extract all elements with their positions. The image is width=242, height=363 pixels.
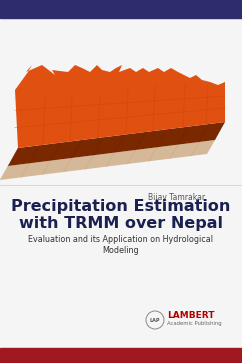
Polygon shape	[15, 65, 225, 148]
Polygon shape	[8, 122, 225, 166]
Text: Academic Publishing: Academic Publishing	[167, 322, 222, 326]
Text: LAMBERT: LAMBERT	[167, 311, 214, 321]
Bar	[0, 348, 242, 363]
Text: Bijay Tamrakar: Bijay Tamrakar	[148, 193, 205, 202]
Bar	[0, 0, 242, 18]
Polygon shape	[0, 140, 215, 180]
Text: Precipitation Estimation
with TRMM over Nepal: Precipitation Estimation with TRMM over …	[11, 199, 231, 231]
Text: LAP: LAP	[150, 318, 160, 322]
Text: Evaluation and its Application on Hydrological
Modeling: Evaluation and its Application on Hydrol…	[29, 235, 213, 255]
